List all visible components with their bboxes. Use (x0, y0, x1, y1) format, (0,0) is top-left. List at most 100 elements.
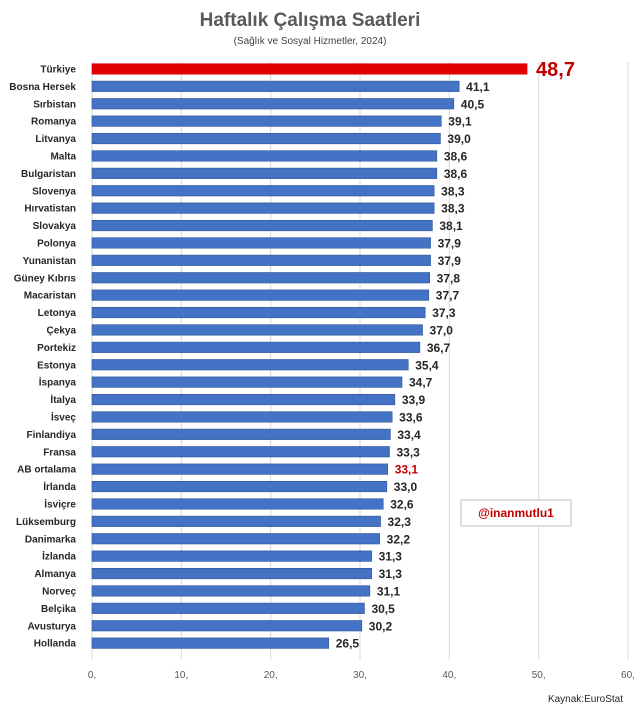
data-label: 37,9 (438, 254, 462, 268)
category-label: Almanya (34, 569, 76, 580)
bar (91, 220, 433, 232)
data-label: 37,3 (432, 306, 456, 320)
chart-title: Haftalık Çalışma Saatleri (200, 10, 421, 31)
category-label: Macaristan (24, 291, 76, 302)
data-label: 33,9 (402, 393, 426, 407)
source-note: Kaynak:EuroStat (548, 694, 623, 705)
data-label: 38,3 (441, 202, 465, 216)
category-label: Hollanda (34, 639, 77, 650)
x-tick-label: 50, (532, 670, 546, 681)
bar (91, 150, 438, 162)
bar (91, 359, 409, 371)
category-label: Slovakya (33, 221, 77, 232)
data-label: 33,4 (397, 428, 421, 442)
data-label: 31,3 (379, 550, 403, 564)
bar (91, 376, 403, 388)
data-label: 26,5 (336, 637, 360, 651)
bar (91, 341, 421, 353)
category-label: Danimarka (25, 534, 77, 545)
bar (91, 393, 396, 406)
category-label: Lüksemburg (16, 517, 76, 528)
category-label: Litvanya (35, 134, 76, 145)
category-label: Türkiye (40, 64, 76, 75)
category-label: Romanya (31, 117, 76, 128)
data-label: 31,3 (379, 567, 403, 581)
category-label: Hırvatistan (24, 204, 76, 215)
x-tick-label: 60, (621, 670, 635, 681)
category-label: İsveç (51, 410, 76, 423)
bar (91, 428, 391, 440)
data-label: 38,3 (441, 184, 465, 198)
bars: Türkiye 48,7 Bosna Hersek 41,1 Sırbistan 40,5… (9, 59, 575, 651)
x-tick-label: 10, (174, 670, 188, 681)
category-label: Çekya (47, 325, 77, 336)
bar (91, 324, 423, 336)
bar (91, 202, 435, 214)
bar (91, 254, 431, 266)
category-label: Portekiz (37, 343, 76, 354)
data-label: 37,8 (437, 271, 461, 285)
category-label: Malta (50, 151, 76, 162)
bar (91, 98, 455, 110)
bar (91, 115, 442, 127)
bar (91, 550, 372, 562)
data-label: 37,0 (430, 323, 454, 337)
category-label: İsviçre (44, 497, 76, 510)
bar (91, 602, 365, 614)
bar (91, 80, 460, 92)
data-label: 33,0 (394, 480, 418, 494)
category-label: Norveç (42, 586, 76, 597)
watermark-frame (460, 499, 572, 527)
x-tick-label: 20, (264, 670, 278, 681)
category-label: Letonya (38, 308, 77, 319)
category-label: İzlanda (42, 550, 76, 563)
data-label: 39,1 (448, 115, 472, 129)
category-label: Slovenya (32, 186, 76, 197)
bar (91, 498, 384, 510)
category-label: Estonya (37, 360, 76, 371)
data-label: 36,7 (427, 341, 451, 355)
data-label: 32,2 (387, 532, 411, 546)
bar (91, 133, 441, 145)
watermark: @inanmutlu1 (478, 506, 554, 520)
x-tick-label: 40, (442, 670, 456, 681)
data-label: 41,1 (466, 80, 490, 94)
category-label: Yunanistan (23, 256, 76, 267)
data-label: 48,7 (536, 59, 575, 81)
data-label: 38,1 (439, 219, 463, 233)
category-label: Finlandiya (27, 430, 77, 441)
bar (91, 446, 390, 458)
bar (91, 533, 380, 545)
watermark-box: @inanmutlu1 (460, 499, 572, 527)
category-label: İtalya (50, 393, 76, 406)
category-label: Polonya (37, 238, 76, 249)
data-label: 30,5 (371, 602, 395, 616)
category-label: Belçika (41, 604, 76, 615)
data-label: 37,7 (436, 289, 460, 303)
bar (91, 463, 388, 475)
category-label: AB ortalama (17, 465, 76, 476)
data-label: 37,9 (438, 236, 462, 250)
bar (91, 185, 435, 197)
data-label: 34,7 (409, 376, 433, 390)
category-label: Sırbistan (33, 99, 76, 110)
data-label: 30,2 (369, 619, 393, 633)
data-label: 31,1 (377, 584, 401, 598)
category-label: Bulgaristan (21, 169, 76, 180)
bar (91, 620, 363, 632)
category-label: İrlanda (43, 480, 76, 493)
x-axis-ticks: 0, 10, 20, 30, 40, 50, 60, (88, 670, 635, 681)
data-label: 33,1 (395, 463, 419, 477)
bar (91, 515, 381, 527)
bar (91, 306, 426, 319)
data-label: 39,0 (447, 132, 471, 146)
bar (91, 63, 528, 75)
chart-subtitle: (Sağlık ve Sosyal Hizmetler, 2024) (234, 36, 387, 47)
category-label: Bosna Hersek (9, 82, 76, 93)
bar (91, 167, 438, 179)
data-label: 32,6 (390, 497, 414, 511)
data-label: 38,6 (444, 167, 468, 181)
category-label: İspanya (39, 376, 77, 389)
bar (91, 585, 371, 597)
